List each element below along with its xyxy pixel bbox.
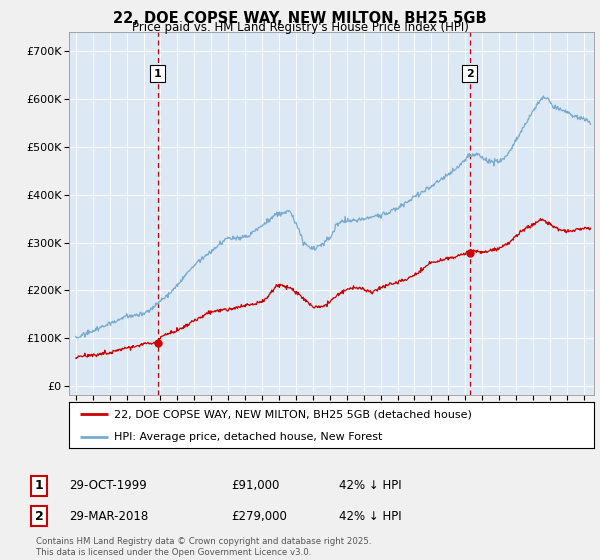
Text: HPI: Average price, detached house, New Forest: HPI: Average price, detached house, New … [113, 432, 382, 441]
Text: 1: 1 [154, 69, 161, 78]
Text: £91,000: £91,000 [231, 479, 280, 492]
Text: 42% ↓ HPI: 42% ↓ HPI [339, 510, 401, 523]
Text: Contains HM Land Registry data © Crown copyright and database right 2025.
This d: Contains HM Land Registry data © Crown c… [36, 537, 371, 557]
Text: 29-OCT-1999: 29-OCT-1999 [69, 479, 147, 492]
Text: 22, DOE COPSE WAY, NEW MILTON, BH25 5GB (detached house): 22, DOE COPSE WAY, NEW MILTON, BH25 5GB … [113, 409, 472, 419]
Text: 1: 1 [35, 479, 43, 492]
Text: 22, DOE COPSE WAY, NEW MILTON, BH25 5GB: 22, DOE COPSE WAY, NEW MILTON, BH25 5GB [113, 11, 487, 26]
Text: 2: 2 [466, 69, 473, 78]
Text: £279,000: £279,000 [231, 510, 287, 523]
Text: 2: 2 [35, 510, 43, 523]
Text: Price paid vs. HM Land Registry's House Price Index (HPI): Price paid vs. HM Land Registry's House … [131, 21, 469, 34]
Text: 42% ↓ HPI: 42% ↓ HPI [339, 479, 401, 492]
Text: 29-MAR-2018: 29-MAR-2018 [69, 510, 148, 523]
